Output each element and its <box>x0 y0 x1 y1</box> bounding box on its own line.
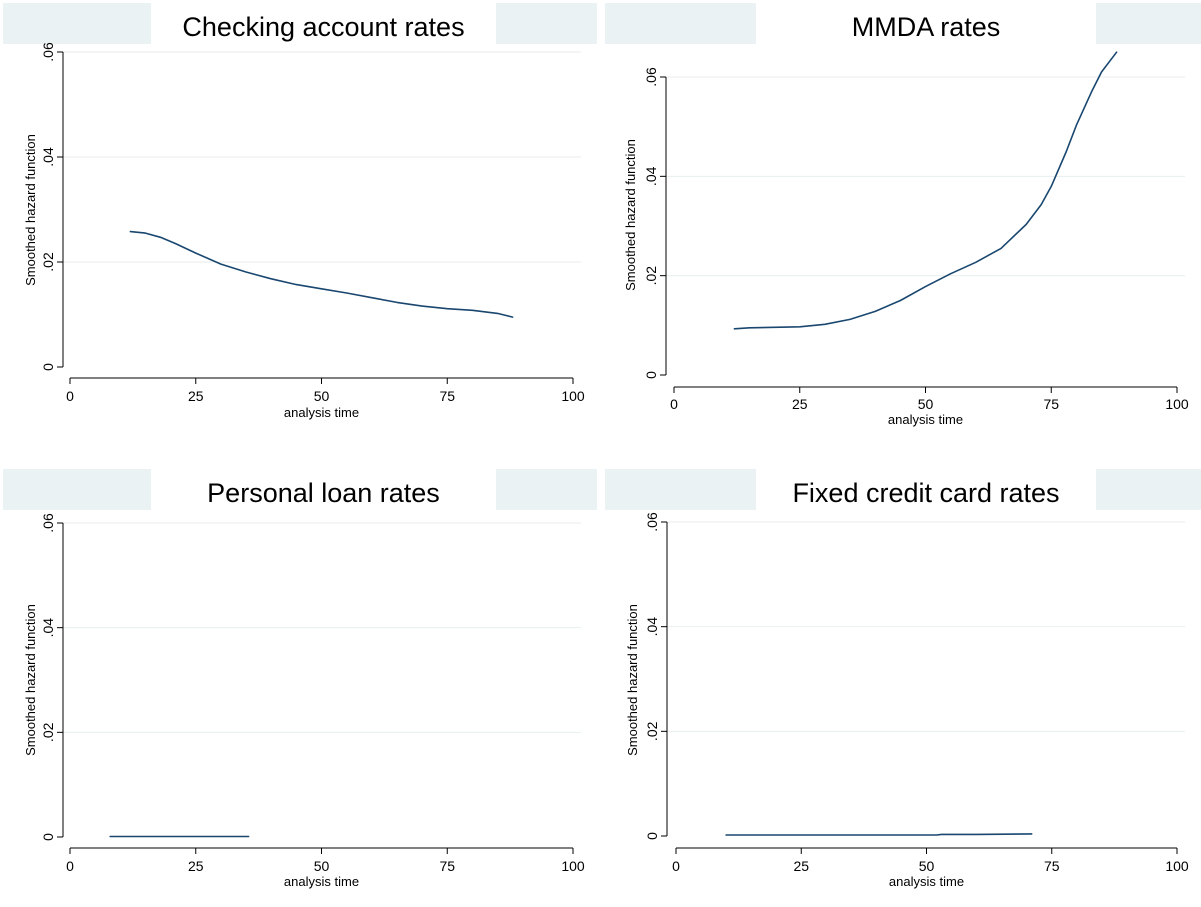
chart-title: MMDA rates <box>756 3 1096 44</box>
chart-panel-checking: Checking account rates <box>3 3 597 436</box>
plot-region <box>3 510 597 904</box>
chart-panel-mmda: MMDA rates <box>605 3 1201 446</box>
chart-panel-fixed-credit-card: Fixed credit card rates <box>605 469 1201 904</box>
plot-region <box>3 44 597 436</box>
plot-region <box>605 44 1201 446</box>
chart-title: Fixed credit card rates <box>756 469 1096 510</box>
plot-region <box>605 510 1201 904</box>
chart-title: Personal loan rates <box>151 469 496 510</box>
chart-title: Checking account rates <box>151 3 496 44</box>
chart-panel-personal-loan: Personal loan rates <box>3 469 597 904</box>
